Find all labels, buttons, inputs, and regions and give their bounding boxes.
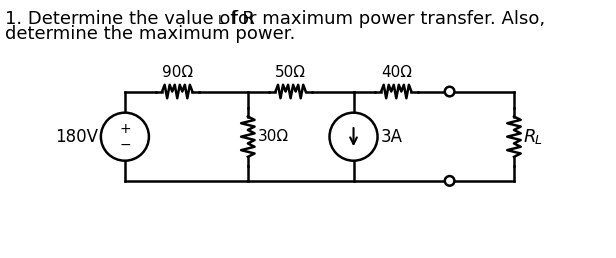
Text: L: L [218, 14, 225, 27]
Text: R: R [524, 128, 536, 146]
Text: +: + [119, 122, 131, 136]
Text: 50Ω: 50Ω [275, 65, 306, 80]
Circle shape [101, 113, 149, 161]
Text: 30Ω: 30Ω [257, 129, 288, 144]
Circle shape [445, 176, 455, 186]
Circle shape [330, 113, 378, 161]
Text: 40Ω: 40Ω [381, 65, 411, 80]
Text: 1. Determine the value of R: 1. Determine the value of R [5, 10, 254, 28]
Text: 180V: 180V [55, 128, 98, 146]
Text: −: − [119, 138, 131, 152]
Text: for maximum power transfer. Also,: for maximum power transfer. Also, [225, 10, 545, 28]
Text: L: L [535, 134, 542, 147]
Text: 90Ω: 90Ω [161, 65, 193, 80]
Text: determine the maximum power.: determine the maximum power. [5, 25, 295, 43]
Circle shape [445, 87, 455, 96]
Text: 3A: 3A [381, 128, 402, 146]
